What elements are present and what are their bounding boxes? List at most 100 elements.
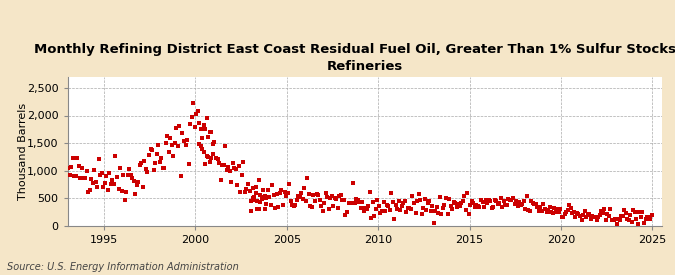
Point xyxy=(198,150,209,155)
Point xyxy=(573,212,584,216)
Point xyxy=(495,196,506,200)
Point xyxy=(400,199,410,203)
Point xyxy=(224,169,235,173)
Point xyxy=(248,195,259,199)
Point xyxy=(458,199,468,203)
Point xyxy=(514,200,524,205)
Point xyxy=(360,205,371,210)
Point xyxy=(396,204,407,208)
Point xyxy=(564,203,574,207)
Point xyxy=(203,135,214,139)
Point xyxy=(247,186,258,191)
Point xyxy=(645,216,655,221)
Point xyxy=(509,202,520,206)
Point xyxy=(264,195,275,199)
Point xyxy=(610,217,620,221)
Point xyxy=(456,201,466,206)
Point xyxy=(75,176,86,180)
Point xyxy=(497,205,508,209)
Point xyxy=(435,194,446,199)
Point xyxy=(258,188,269,192)
Point xyxy=(279,189,290,194)
Point xyxy=(97,170,107,175)
Point xyxy=(442,211,453,216)
Point xyxy=(221,168,232,172)
Point xyxy=(549,206,560,211)
Point xyxy=(599,207,610,211)
Point xyxy=(413,192,424,196)
Point xyxy=(358,209,369,213)
Point xyxy=(628,208,639,212)
Point xyxy=(258,195,269,199)
Point xyxy=(407,194,418,198)
Point xyxy=(95,173,106,178)
Point xyxy=(619,208,630,212)
Point xyxy=(238,160,249,165)
Point xyxy=(639,221,649,225)
Point xyxy=(533,209,544,213)
Point xyxy=(632,221,643,226)
Point xyxy=(314,197,325,202)
Point xyxy=(256,195,267,199)
Point xyxy=(142,169,153,174)
Point xyxy=(259,207,270,212)
Point xyxy=(591,218,602,222)
Point xyxy=(441,196,452,200)
Point xyxy=(88,168,99,172)
Point xyxy=(140,167,151,171)
Point xyxy=(263,195,273,199)
Point xyxy=(518,199,529,203)
Point xyxy=(180,143,191,147)
Point xyxy=(608,218,619,222)
Point xyxy=(468,200,479,205)
Point xyxy=(269,193,279,198)
Point xyxy=(379,208,390,213)
Point xyxy=(205,160,215,164)
Point xyxy=(462,191,472,196)
Point xyxy=(623,218,634,223)
Point xyxy=(414,198,425,202)
Point xyxy=(366,215,377,220)
Point xyxy=(254,193,265,197)
Point xyxy=(310,199,321,203)
Point xyxy=(87,181,98,185)
Point xyxy=(459,194,470,198)
Point xyxy=(168,154,179,159)
Point xyxy=(261,202,271,207)
Point xyxy=(587,214,597,218)
Point xyxy=(90,180,101,185)
Point xyxy=(339,198,350,202)
Point xyxy=(165,136,176,141)
Point xyxy=(381,203,392,207)
Point xyxy=(541,210,552,214)
Point xyxy=(614,218,625,222)
Point xyxy=(531,202,541,206)
Point xyxy=(229,166,240,170)
Point xyxy=(454,204,465,208)
Point xyxy=(607,218,618,222)
Point xyxy=(464,211,475,216)
Point xyxy=(335,192,346,197)
Point xyxy=(567,211,578,215)
Point xyxy=(201,116,212,120)
Point xyxy=(450,201,460,205)
Point xyxy=(489,198,500,203)
Point xyxy=(171,126,182,130)
Point xyxy=(412,199,423,203)
Point xyxy=(532,205,543,209)
Point xyxy=(124,166,134,171)
Point xyxy=(294,195,305,199)
Point xyxy=(453,202,464,206)
Point xyxy=(486,206,497,210)
Point xyxy=(437,206,448,210)
Point xyxy=(66,165,77,169)
Point xyxy=(252,207,263,211)
Point xyxy=(167,143,178,147)
Point xyxy=(189,125,200,130)
Point xyxy=(642,215,653,219)
Point xyxy=(101,174,112,178)
Point xyxy=(201,154,212,159)
Point xyxy=(580,215,591,220)
Point xyxy=(364,190,375,194)
Point xyxy=(390,203,401,207)
